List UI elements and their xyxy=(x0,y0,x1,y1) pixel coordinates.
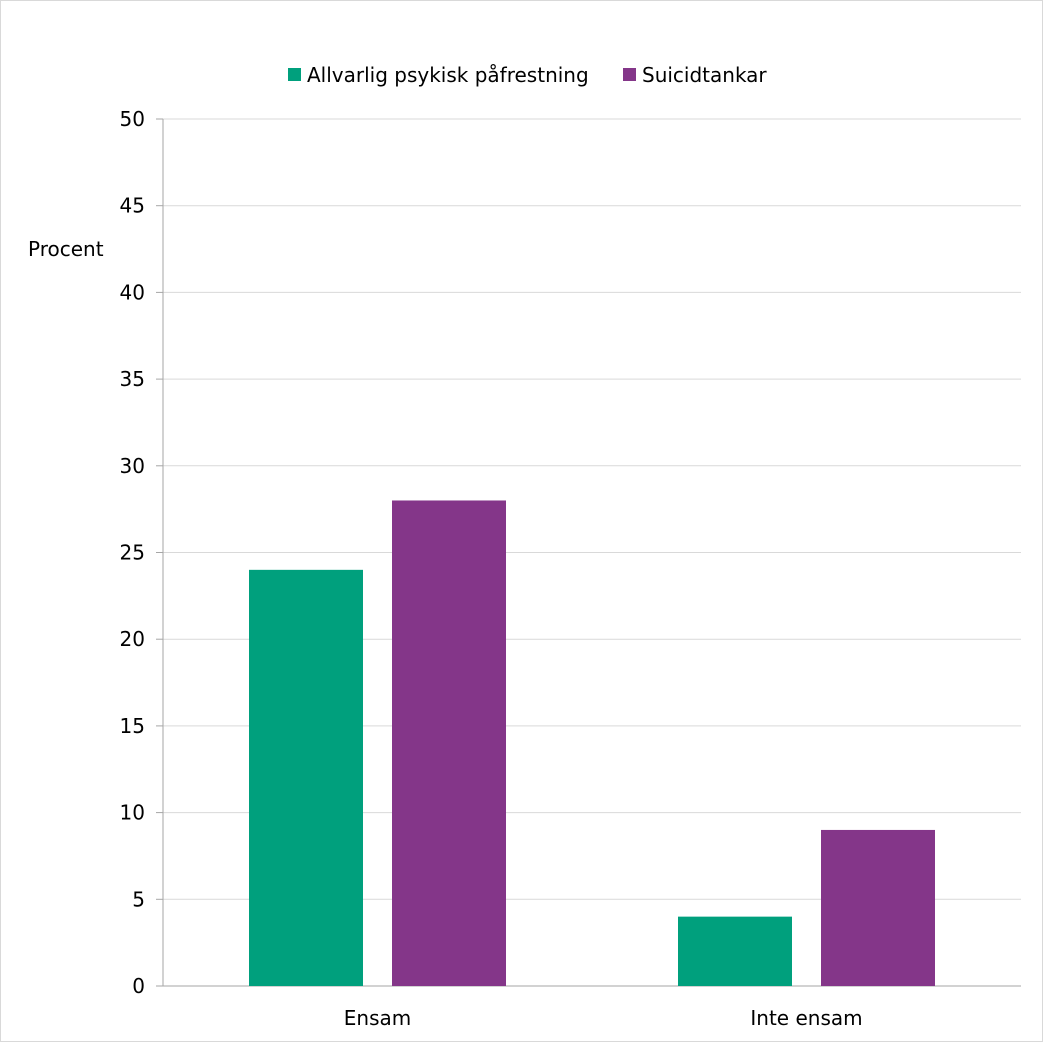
x-tick-label: Ensam xyxy=(344,1006,411,1030)
legend: Allvarlig psykisk påfrestning Suicidtanka… xyxy=(288,63,767,87)
y-axis-label: Procent xyxy=(28,237,104,261)
bar xyxy=(678,916,792,986)
legend-label: Allvarlig psykisk påfrestning xyxy=(307,63,589,87)
legend-swatch xyxy=(288,68,301,81)
y-tick-label: 10 xyxy=(120,801,145,825)
y-tick-label: 25 xyxy=(120,541,145,565)
y-tick-label: 0 xyxy=(132,974,145,998)
bar xyxy=(392,500,506,986)
y-tick-label: 40 xyxy=(120,280,145,304)
y-tick-label: 50 xyxy=(120,107,145,131)
y-tick-label: 45 xyxy=(120,194,145,218)
y-tick-label: 15 xyxy=(120,714,145,738)
y-tick-label: 35 xyxy=(120,367,145,391)
bar xyxy=(821,829,935,986)
y-tick-labels: 0 5 10 15 20 25 30 35 40 45 50 xyxy=(120,107,145,998)
legend-swatch xyxy=(623,68,636,81)
bars xyxy=(249,500,935,986)
x-tick-label: Inte ensam xyxy=(750,1006,862,1030)
y-tick-label: 20 xyxy=(120,627,145,651)
y-tick-label: 5 xyxy=(132,887,145,911)
y-tick-label: 30 xyxy=(120,454,145,478)
bar xyxy=(249,569,363,986)
legend-label: Suicidtankar xyxy=(642,63,767,87)
x-tick-labels: Ensam Inte ensam xyxy=(344,1006,863,1030)
